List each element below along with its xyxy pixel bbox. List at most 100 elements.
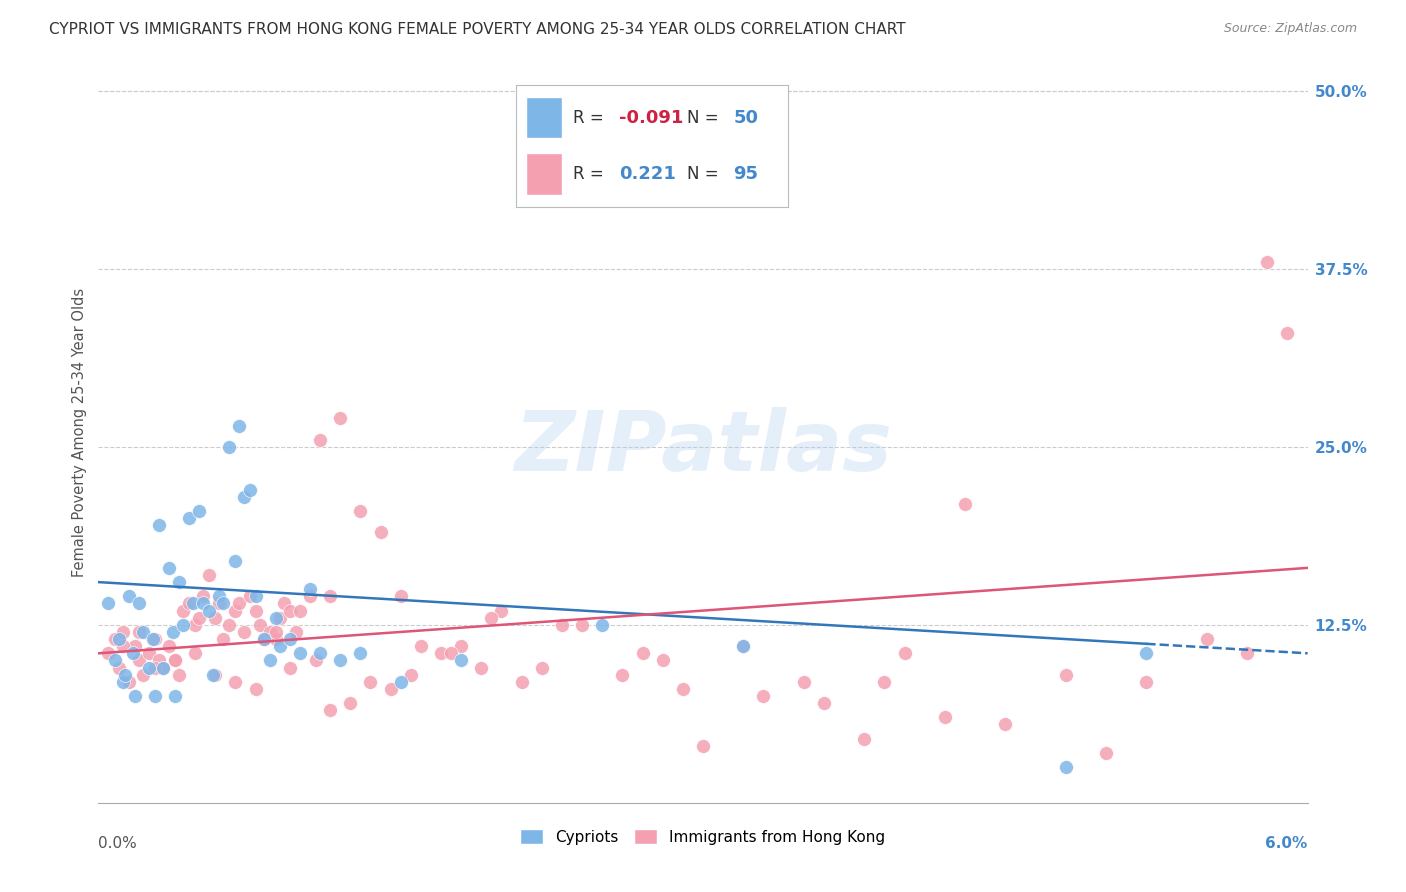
- Point: [179, 511, 201, 525]
- Point: [253, 632, 276, 646]
- Point: [111, 674, 134, 689]
- Point: [319, 703, 342, 717]
- Point: [305, 653, 328, 667]
- Point: [370, 525, 392, 540]
- Point: [1236, 646, 1258, 660]
- Point: [329, 411, 352, 425]
- Point: [103, 653, 125, 667]
- Point: [184, 646, 207, 660]
- Point: [239, 483, 262, 497]
- Point: [571, 617, 593, 632]
- Point: [167, 575, 190, 590]
- Point: [752, 689, 775, 703]
- Point: [1054, 667, 1077, 681]
- Point: [204, 667, 226, 681]
- Point: [409, 639, 432, 653]
- Point: [132, 667, 155, 681]
- Point: [1135, 646, 1157, 660]
- Point: [551, 617, 574, 632]
- Point: [309, 646, 332, 660]
- Point: [591, 617, 613, 632]
- Point: [360, 674, 382, 689]
- Point: [278, 660, 301, 674]
- Point: [224, 674, 246, 689]
- Point: [204, 610, 226, 624]
- Point: [245, 590, 267, 604]
- Point: [853, 731, 876, 746]
- Point: [349, 504, 371, 518]
- Point: [692, 739, 714, 753]
- Point: [172, 617, 194, 632]
- Point: [288, 646, 311, 660]
- Point: [389, 590, 412, 604]
- Point: [278, 604, 301, 618]
- Point: [264, 632, 287, 646]
- Point: [491, 604, 513, 618]
- Point: [1195, 632, 1218, 646]
- Point: [510, 674, 533, 689]
- Point: [450, 653, 472, 667]
- Point: [107, 632, 129, 646]
- Point: [733, 639, 755, 653]
- Point: [1054, 760, 1077, 774]
- Point: [530, 660, 553, 674]
- Point: [181, 597, 204, 611]
- Point: [97, 597, 120, 611]
- Point: [259, 624, 281, 639]
- Point: [873, 674, 896, 689]
- Point: [124, 689, 146, 703]
- Point: [349, 646, 371, 660]
- Point: [284, 624, 307, 639]
- Point: [114, 667, 136, 681]
- Point: [138, 646, 160, 660]
- Point: [128, 597, 150, 611]
- Point: [111, 639, 134, 653]
- Point: [253, 632, 276, 646]
- Point: [208, 597, 231, 611]
- Point: [172, 604, 194, 618]
- Point: [380, 681, 402, 696]
- Point: [224, 604, 246, 618]
- Point: [1095, 746, 1118, 760]
- Point: [470, 660, 492, 674]
- Point: [319, 590, 342, 604]
- Point: [309, 433, 332, 447]
- Point: [212, 632, 235, 646]
- Point: [612, 667, 634, 681]
- Point: [124, 639, 146, 653]
- Point: [329, 653, 352, 667]
- Point: [218, 440, 240, 454]
- Point: [672, 681, 695, 696]
- Point: [245, 604, 267, 618]
- Point: [107, 660, 129, 674]
- Point: [399, 667, 422, 681]
- Point: [450, 639, 472, 653]
- Point: [212, 597, 235, 611]
- Point: [481, 610, 503, 624]
- Point: [1135, 674, 1157, 689]
- Point: [163, 653, 186, 667]
- Point: [128, 624, 150, 639]
- Point: [202, 667, 225, 681]
- Point: [953, 497, 976, 511]
- Text: Source: ZipAtlas.com: Source: ZipAtlas.com: [1223, 22, 1357, 36]
- Point: [167, 667, 190, 681]
- Point: [232, 624, 254, 639]
- Point: [1277, 326, 1299, 340]
- Point: [893, 646, 915, 660]
- Legend: Cypriots, Immigrants from Hong Kong: Cypriots, Immigrants from Hong Kong: [515, 822, 891, 851]
- Point: [430, 646, 453, 660]
- Text: CYPRIOT VS IMMIGRANTS FROM HONG KONG FEMALE POVERTY AMONG 25-34 YEAR OLDS CORREL: CYPRIOT VS IMMIGRANTS FROM HONG KONG FEM…: [49, 22, 905, 37]
- Point: [118, 590, 141, 604]
- Point: [142, 632, 165, 646]
- Point: [162, 624, 184, 639]
- Point: [143, 660, 166, 674]
- Point: [259, 653, 281, 667]
- Point: [440, 646, 463, 660]
- Point: [218, 617, 240, 632]
- Text: 6.0%: 6.0%: [1265, 836, 1308, 851]
- Point: [232, 490, 254, 504]
- Point: [97, 646, 120, 660]
- Point: [793, 674, 815, 689]
- Point: [269, 639, 291, 653]
